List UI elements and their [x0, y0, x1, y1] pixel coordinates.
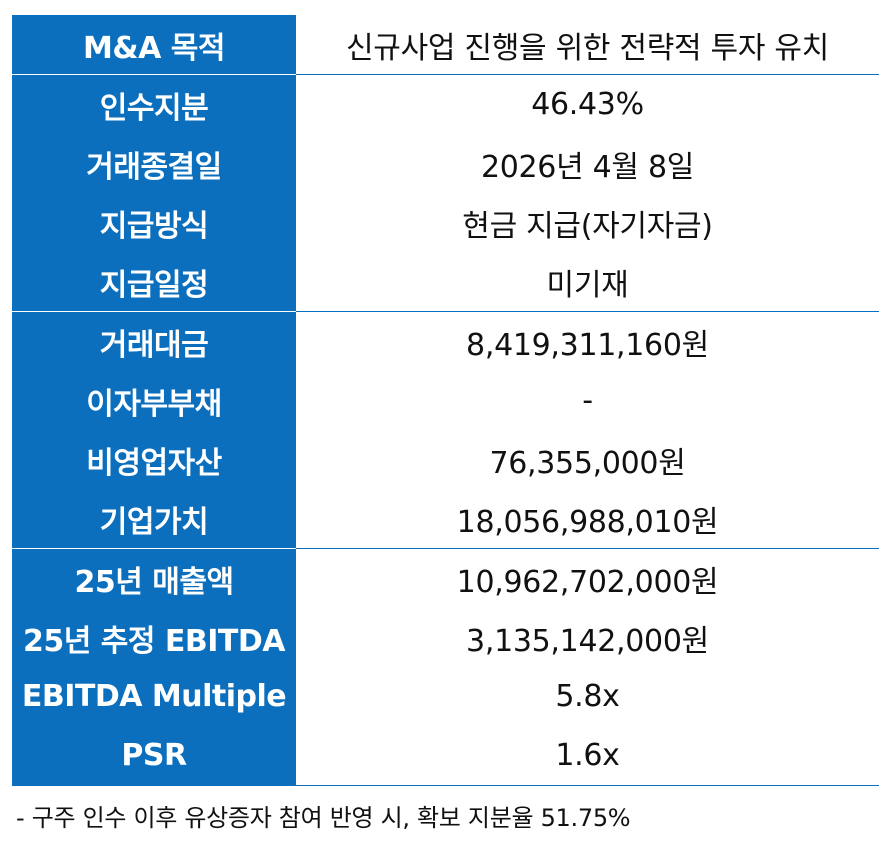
row-label: 25년 추정 EBITDA	[12, 608, 296, 667]
row-value: 10,962,702,000원	[456, 564, 719, 600]
table-row: M&A 목적 신규사업 진행을 위한 전략적 투자 유치	[12, 15, 879, 74]
footnote: - 구주 인수 이후 유상증자 참여 반영 시, 확보 지분율 51.75%	[16, 804, 631, 832]
table-row: 기업가치 18,056,988,010원	[12, 489, 879, 548]
table-row: 인수지분 46.43%	[12, 75, 879, 134]
divider	[296, 74, 879, 75]
table-row: 25년 추정 EBITDA 3,135,142,000원	[12, 608, 879, 667]
row-value: 미기재	[546, 267, 629, 303]
table-row: 지급일정 미기재	[12, 252, 879, 311]
table-row: 지급방식 현금 지급(자기자금)	[12, 193, 879, 252]
row-value: 1.6x	[555, 738, 620, 773]
table-row: 25년 매출액 10,962,702,000원	[12, 549, 879, 608]
table-row: 이자부부채 -	[12, 371, 879, 430]
row-label: 지급일정	[12, 252, 296, 311]
table-bottom-border	[12, 785, 879, 786]
row-value: 신규사업 진행을 위한 전략적 투자 유치	[346, 30, 829, 66]
row-label: 거래대금	[12, 312, 296, 371]
row-label: 이자부부채	[12, 371, 296, 430]
table-group-financials: 25년 매출액 10,962,702,000원 25년 추정 EBITDA 3,…	[12, 549, 879, 785]
table-group-deal-terms: 인수지분 46.43% 거래종결일 2026년 4월 8일 지급방식 현금 지급…	[12, 75, 879, 311]
row-value: -	[582, 383, 593, 418]
row-label: EBITDA Multiple	[12, 667, 296, 726]
table-row: EBITDA Multiple 5.8x	[12, 667, 879, 726]
divider	[296, 548, 879, 549]
row-label: 비영업자산	[12, 430, 296, 489]
row-value: 76,355,000원	[489, 445, 686, 481]
table-row: 거래대금 8,419,311,160원	[12, 312, 879, 371]
row-value: 3,135,142,000원	[466, 623, 709, 659]
table-row: 거래종결일 2026년 4월 8일	[12, 134, 879, 193]
row-label: 25년 매출액	[12, 549, 296, 608]
row-label: PSR	[12, 726, 296, 785]
row-label: 인수지분	[12, 75, 296, 134]
row-label: 지급방식	[12, 193, 296, 252]
row-value: 현금 지급(자기자금)	[462, 208, 713, 244]
table-group-valuation: 거래대금 8,419,311,160원 이자부부채 - 비영업자산 76,355…	[12, 312, 879, 548]
divider	[296, 311, 879, 312]
table-row: 비영업자산 76,355,000원	[12, 430, 879, 489]
row-label: M&A 목적	[12, 15, 296, 74]
row-label: 거래종결일	[12, 134, 296, 193]
row-value: 2026년 4월 8일	[480, 149, 695, 185]
table-group-purpose: M&A 목적 신규사업 진행을 위한 전략적 투자 유치	[12, 15, 879, 74]
row-value: 5.8x	[555, 679, 620, 714]
row-value: 18,056,988,010원	[456, 504, 719, 540]
row-value: 46.43%	[531, 87, 644, 122]
row-value: 8,419,311,160원	[466, 327, 709, 363]
row-label: 기업가치	[12, 489, 296, 548]
ma-summary-table: M&A 목적 신규사업 진행을 위한 전략적 투자 유치 인수지분 46.43%…	[12, 15, 879, 786]
table-row: PSR 1.6x	[12, 726, 879, 785]
